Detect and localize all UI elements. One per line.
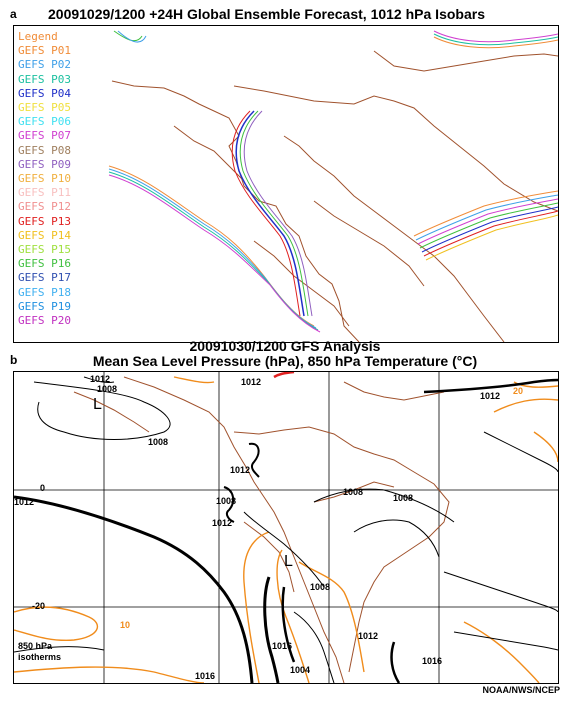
isotherm-legend: 850 hPa isotherms [18,641,61,663]
isobar-label: 1012 [212,518,233,528]
panel-a-map [13,25,559,343]
legend-item-13: GEFS P13 [18,214,71,228]
isobar-label: 1004 [290,665,311,675]
isobar-label: 1016 [422,656,443,666]
legend-title: Legend [18,30,58,43]
legend-item-11: GEFS P11 [18,186,71,200]
isobar-label: 1012 [241,377,262,387]
isobar-label: 1016 [272,641,293,651]
isobar-label: 1012 [90,374,111,384]
isobar-label: 1012 [358,631,379,641]
isotherm-label: 20 [513,386,524,396]
legend-item-6: GEFS P06 [18,115,71,129]
legend-item-8: GEFS P08 [18,143,71,157]
legend-item-17: GEFS P17 [18,271,71,285]
legend-item-9: GEFS P09 [18,157,71,171]
legend-item-1: GEFS P01 [18,44,71,58]
lat-label-0: 0 [40,483,46,493]
isotherm-legend-line2: isotherms [18,652,62,662]
panel-b-title-line1: 20091030/1200 GFS Analysis [189,338,381,354]
panel-a-letter: a [10,7,17,21]
legend-item-10: GEFS P10 [18,172,71,186]
lat-label-minus20: -20 [32,601,46,611]
panel-a-legend: Legend GEFS P01 GEFS P02 GEFS P03 GEFS P04 G… [18,30,71,328]
low-pressure-marker: L [284,553,293,570]
isobar-label: 1008 [97,384,118,394]
legend-item-16: GEFS P16 [18,257,71,271]
isobar-label: 1008 [310,582,331,592]
panel-b-red-segment [273,372,295,379]
isobar-label: 1012 [14,497,35,507]
isotherm-label: 10 [120,620,131,630]
isobar-label: 1008 [343,487,364,497]
legend-item-14: GEFS P14 [18,228,71,242]
legend-item-3: GEFS P03 [18,72,71,86]
legend-items: GEFS P01 GEFS P02 GEFS P03 GEFS P04 GEFS P05… [18,44,71,328]
panel-a-map-svg [108,30,558,342]
panel-b-map [13,371,559,684]
isobar-label: 1008 [393,493,414,503]
panel-a-title: 20091029/1200 +24H Global Ensemble Forec… [48,6,485,22]
panel-b-isotherms [14,376,558,683]
isobar-label: 1016 [195,671,216,681]
isobar-label: 1008 [216,496,237,506]
panel-b-map-svg [14,372,558,683]
legend-item-5: GEFS P05 [18,101,71,115]
panel-a-isobars [108,30,558,333]
low-pressure-marker: L [93,396,102,413]
legend-item-18: GEFS P18 [18,285,71,299]
legend-item-4: GEFS P04 [18,86,71,100]
isobar-label: 1012 [230,465,251,475]
panel-b-isobars [14,376,558,683]
isobar-label: 1012 [480,391,501,401]
isotherm-legend-line1: 850 hPa [18,641,53,651]
legend-item-12: GEFS P12 [18,200,71,214]
panel-a-coastlines [111,50,558,342]
panel-b-letter: b [10,353,18,367]
panel-b-coastlines [73,376,450,683]
panel-b-grid [14,372,558,683]
isobar-label: 1008 [148,437,169,447]
legend-item-7: GEFS P07 [18,129,71,143]
panel-b-title-line2: Mean Sea Level Pressure (hPa), 850 hPa T… [92,353,478,369]
legend-item-15: GEFS P15 [18,243,71,257]
legend-item-20: GEFS P20 [18,314,71,328]
credit-text: NOAA/NWS/NCEP [482,685,560,695]
legend-item-2: GEFS P02 [18,58,71,72]
legend-item-19: GEFS P19 [18,299,71,313]
